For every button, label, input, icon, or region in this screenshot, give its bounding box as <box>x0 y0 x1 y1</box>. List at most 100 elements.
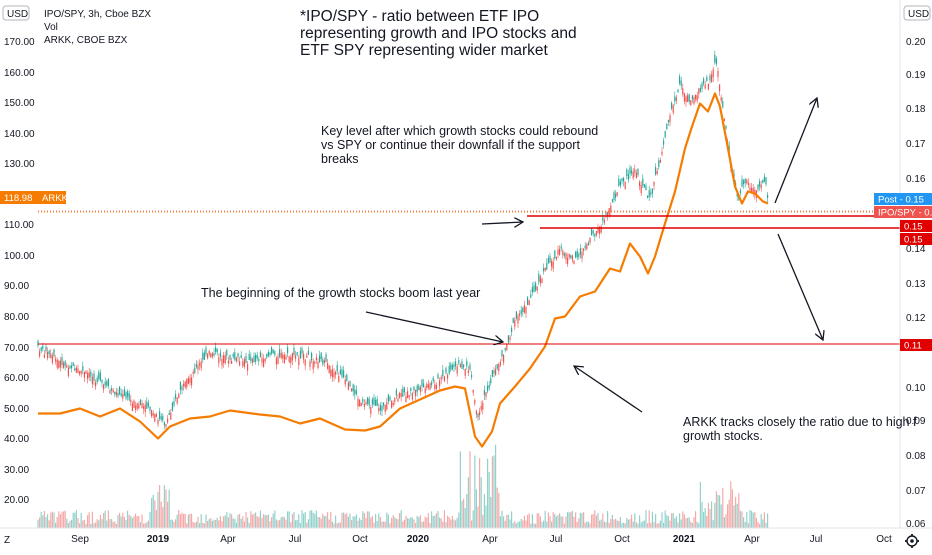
candle-body <box>303 353 305 360</box>
volume-bar <box>611 514 613 528</box>
volume-bar <box>730 481 732 528</box>
volume-bar <box>107 510 109 528</box>
volume-bar <box>229 513 231 528</box>
volume-bar <box>259 510 261 528</box>
candle-body <box>323 360 325 363</box>
volume-bar <box>170 519 172 528</box>
candle-body <box>623 177 625 182</box>
volume-bar <box>173 521 175 528</box>
left-axis-tick: 130.00 <box>4 159 35 170</box>
volume-bar <box>283 517 285 528</box>
candle-body <box>415 389 417 396</box>
right-currency-badge[interactable]: USD <box>903 5 931 21</box>
volume-bar <box>567 512 569 528</box>
candle-body <box>479 411 481 416</box>
volume-bar <box>269 521 271 528</box>
candle-body <box>704 84 706 89</box>
legend-volume[interactable]: Vol <box>44 22 58 33</box>
volume-bar <box>208 519 210 528</box>
candle-body <box>522 307 524 313</box>
candle-body <box>429 383 431 390</box>
volume-bar <box>605 522 607 528</box>
volume-bar <box>59 514 61 528</box>
volume-bar <box>621 523 623 528</box>
candle-body <box>344 379 346 385</box>
volume-bar <box>149 511 151 528</box>
candle-body <box>226 349 228 356</box>
candle-body <box>191 377 193 385</box>
volume-bar <box>549 516 551 528</box>
right-price-tag-text: 0.15 <box>904 222 923 233</box>
candle-body <box>87 373 89 379</box>
right-price-tag-text: Post - 0.15 <box>878 195 924 206</box>
volume-bar <box>384 521 386 528</box>
candle-body <box>703 78 705 84</box>
legend-main-symbol[interactable]: IPO/SPY, 3h, Cboe BZX <box>44 9 151 20</box>
volume-bar <box>650 522 652 528</box>
volume-bar <box>640 522 642 528</box>
volume-bar <box>539 516 541 528</box>
candle-body <box>282 354 284 359</box>
candle-body <box>319 355 321 363</box>
time-axis-label: Jul <box>550 534 563 545</box>
candle-body <box>571 255 573 261</box>
volume-bar <box>203 523 205 528</box>
volume-bar <box>594 510 596 528</box>
volume-bar <box>135 513 137 528</box>
title-line-1: *IPO/SPY - ratio between ETF IPO <box>300 8 539 25</box>
volume-bar <box>138 515 140 528</box>
volume-bar <box>608 522 610 528</box>
volume-bar <box>323 515 325 528</box>
volume-bar <box>517 521 519 528</box>
gear-icon[interactable] <box>905 534 919 548</box>
volume-bar <box>312 512 314 528</box>
candle-body <box>695 94 697 100</box>
volume-bar <box>597 512 599 528</box>
candle-body <box>277 356 279 365</box>
left-axis-tick: 170.00 <box>4 37 35 48</box>
volume-bar <box>530 523 532 528</box>
volume-bar <box>267 514 269 528</box>
volume-bar <box>224 515 226 528</box>
left-currency-badge[interactable]: USD <box>2 5 30 21</box>
candle-body <box>331 369 333 377</box>
volume-bar <box>136 516 138 528</box>
volume-bar <box>448 517 450 528</box>
candle-body <box>442 369 444 377</box>
candle-body <box>647 195 649 199</box>
candle-body <box>232 353 234 358</box>
candle-body <box>88 372 90 378</box>
candle-body <box>306 355 308 358</box>
candle-body <box>592 230 594 234</box>
volume-bar <box>378 513 380 528</box>
right-currency-label: USD <box>908 9 929 20</box>
time-axis-label: Oct <box>614 534 630 545</box>
time-axis-label: Apr <box>220 534 236 545</box>
candle-body <box>391 400 393 408</box>
candle-body <box>71 365 73 369</box>
candle-body <box>594 234 596 237</box>
legend-arkk[interactable]: ARKK, CBOE BZX <box>44 35 128 46</box>
candle-body <box>603 220 605 223</box>
candle-body <box>701 83 703 89</box>
candle-body <box>749 187 751 191</box>
candle-body <box>523 305 525 313</box>
candle-body <box>333 372 335 378</box>
candle-body <box>213 353 215 356</box>
candle-body <box>527 297 529 305</box>
volume-bar <box>72 512 74 528</box>
volume-bar <box>48 520 50 528</box>
volume-bar <box>762 519 764 528</box>
candle-body <box>687 95 689 102</box>
volume-bar <box>271 517 273 528</box>
volume-bar <box>584 522 586 528</box>
candle-body <box>290 357 292 364</box>
candle-body <box>267 352 269 356</box>
volume-bar <box>215 520 217 528</box>
volume-bar <box>507 514 509 528</box>
z-icon[interactable]: Z <box>4 535 10 546</box>
volume-bar <box>199 523 201 528</box>
volume-bar <box>573 516 575 528</box>
